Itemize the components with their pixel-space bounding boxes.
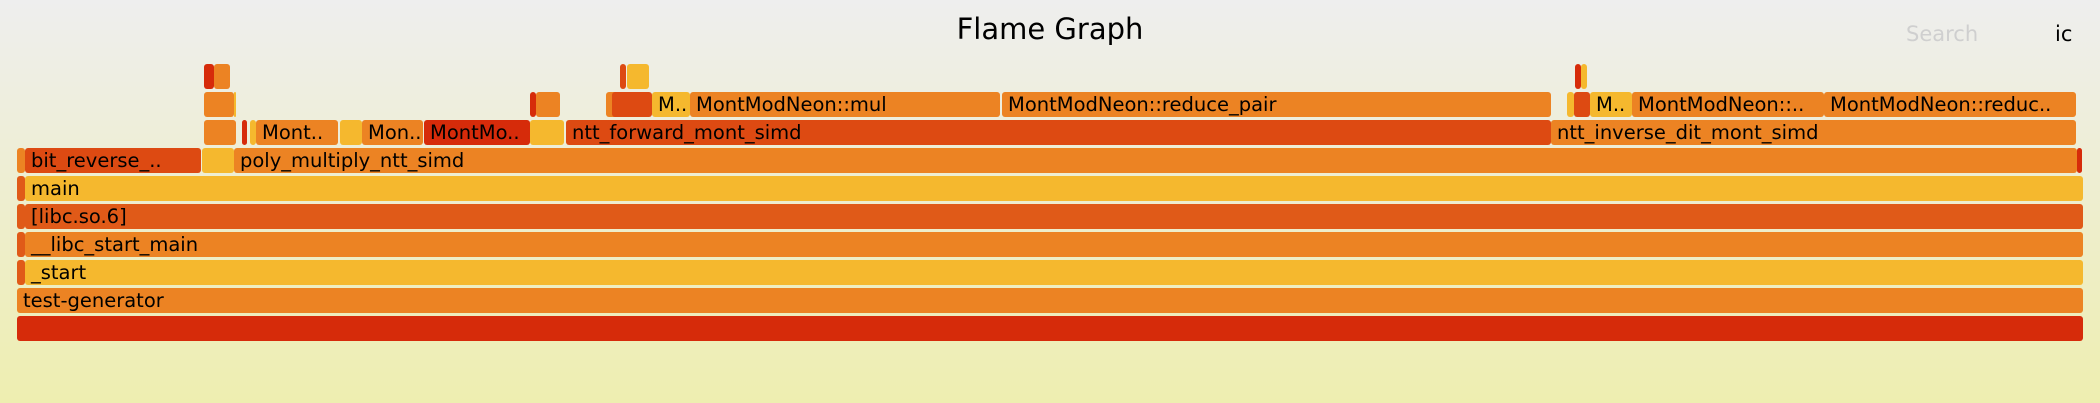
ignore-case-toggle[interactable]: ic bbox=[2055, 22, 2073, 46]
flame-frame[interactable]: M.. bbox=[652, 92, 690, 117]
flame-frame[interactable]: poly_multiply_ntt_simd bbox=[234, 148, 2077, 173]
flame-frame[interactable]: MontMo.. bbox=[424, 120, 530, 145]
flame-frame[interactable]: MontModNeon::reduc.. bbox=[1824, 92, 2076, 117]
flame-frame-label: _start bbox=[31, 261, 87, 284]
flame-frame[interactable] bbox=[250, 120, 256, 145]
flame-frame-label: poly_multiply_ntt_simd bbox=[240, 149, 465, 172]
flame-frame[interactable]: MontModNeon::reduce_pair bbox=[1002, 92, 1551, 117]
flame-frame[interactable] bbox=[536, 92, 560, 117]
search-button[interactable]: Search bbox=[1906, 22, 1979, 46]
page-title: Flame Graph bbox=[956, 12, 1144, 46]
flame-frame-label: __libc_start_main bbox=[31, 233, 199, 256]
flame-frame[interactable] bbox=[214, 64, 230, 89]
flame-frame-label: MontModNeon::mul bbox=[696, 93, 887, 116]
flame-frame-label: ntt_inverse_dit_mont_simd bbox=[1557, 121, 1819, 144]
flame-frame-label: MontModNeon::reduce_pair bbox=[1008, 93, 1277, 116]
flame-frame[interactable] bbox=[2077, 148, 2082, 173]
flame-frame[interactable] bbox=[204, 64, 214, 89]
flame-frame-label: MontModNeon::reduc.. bbox=[1830, 93, 2052, 116]
flame-frame-label: Mon.. bbox=[368, 121, 422, 144]
flame-frame[interactable] bbox=[17, 176, 25, 201]
flame-frame[interactable] bbox=[627, 64, 649, 89]
flame-frame-label: Mont.. bbox=[262, 121, 324, 144]
flame-frame[interactable] bbox=[17, 148, 25, 173]
flame-frame[interactable] bbox=[17, 316, 2083, 341]
flame-frame[interactable] bbox=[17, 204, 25, 229]
flame-frame-label: M.. bbox=[1596, 93, 1626, 116]
flame-frame[interactable] bbox=[17, 260, 25, 285]
flame-frame[interactable]: M.. bbox=[1590, 92, 1632, 117]
flame-frame[interactable] bbox=[530, 92, 536, 117]
flame-frame[interactable]: main bbox=[25, 176, 2083, 201]
flame-frame[interactable] bbox=[204, 92, 234, 117]
flame-frame-label: test-generator bbox=[23, 289, 164, 312]
flame-frame[interactable]: test-generator bbox=[17, 288, 2083, 313]
flame-frame[interactable] bbox=[1567, 92, 1574, 117]
flame-frame[interactable]: Mont.. bbox=[256, 120, 338, 145]
flame-frame[interactable] bbox=[242, 120, 247, 145]
flame-frame[interactable] bbox=[17, 232, 25, 257]
flame-frame[interactable] bbox=[204, 120, 236, 145]
flame-frame[interactable]: MontModNeon::mul bbox=[690, 92, 1000, 117]
flame-frame-label: bit_reverse_.. bbox=[31, 149, 162, 172]
flame-frame[interactable] bbox=[620, 64, 626, 89]
flame-frame[interactable] bbox=[1574, 92, 1590, 117]
flame-frame[interactable] bbox=[202, 148, 234, 173]
flame-frame[interactable] bbox=[340, 120, 362, 145]
flame-frame[interactable]: MontModNeon::.. bbox=[1632, 92, 1824, 117]
flame-frame-label: MontMo.. bbox=[430, 121, 520, 144]
flame-frame-label: [libc.so.6] bbox=[31, 205, 127, 228]
flame-frame[interactable] bbox=[1575, 64, 1581, 89]
flame-frame[interactable]: _start bbox=[25, 260, 2083, 285]
flame-frame[interactable]: [libc.so.6] bbox=[25, 204, 2083, 229]
flame-frame[interactable]: ntt_forward_mont_simd bbox=[566, 120, 1551, 145]
flame-frame[interactable]: bit_reverse_.. bbox=[25, 148, 201, 173]
flame-frame[interactable] bbox=[530, 120, 564, 145]
flame-frame[interactable] bbox=[612, 92, 652, 117]
flame-frame-label: ntt_forward_mont_simd bbox=[572, 121, 802, 144]
flame-frame-label: MontModNeon::.. bbox=[1638, 93, 1805, 116]
flame-frame[interactable] bbox=[234, 92, 236, 117]
flame-frame[interactable]: __libc_start_main bbox=[25, 232, 2083, 257]
flame-frame-label: M.. bbox=[658, 93, 688, 116]
flame-frame[interactable]: Mon.. bbox=[362, 120, 423, 145]
flame-frame-label: main bbox=[31, 177, 80, 200]
flame-frame[interactable] bbox=[1581, 64, 1587, 89]
flame-frame[interactable]: ntt_inverse_dit_mont_simd bbox=[1551, 120, 2076, 145]
